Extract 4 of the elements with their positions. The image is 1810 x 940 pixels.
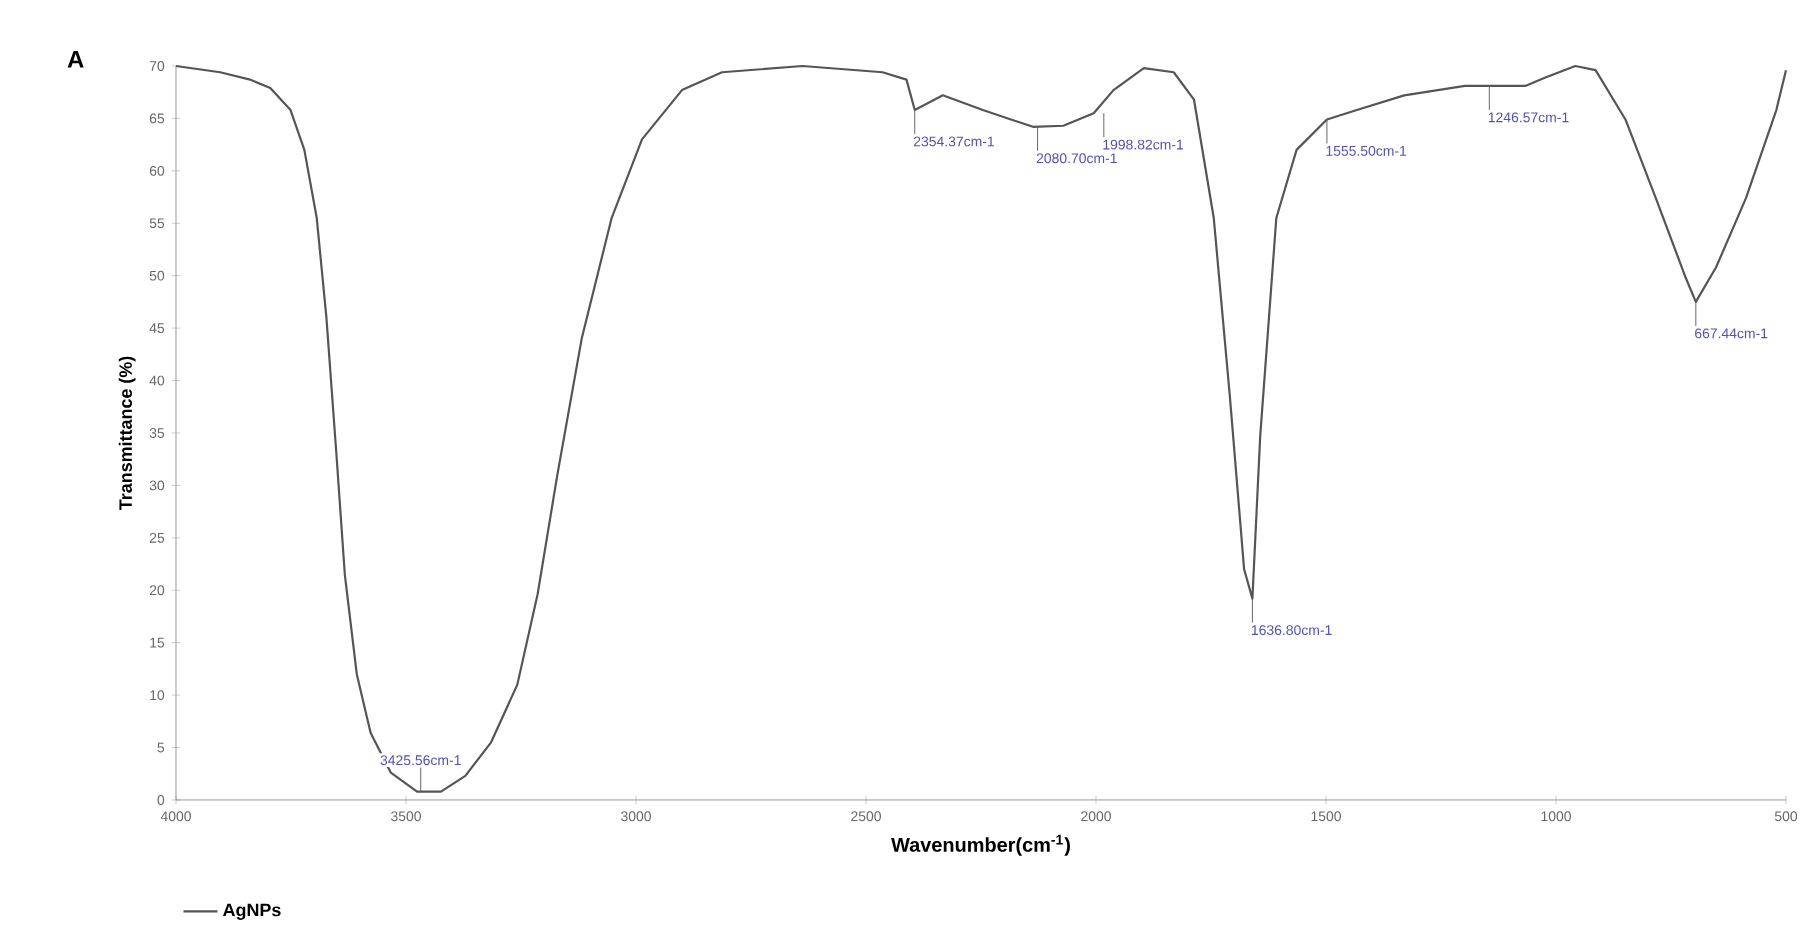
legend-label: AgNPs: [223, 903, 281, 920]
chart-title: A: [67, 51, 84, 68]
x-axis-title: Wavenumber(cm$^{-1}$): [891, 834, 1070, 856]
y-axis-title: Transmittance (%): [118, 356, 136, 511]
